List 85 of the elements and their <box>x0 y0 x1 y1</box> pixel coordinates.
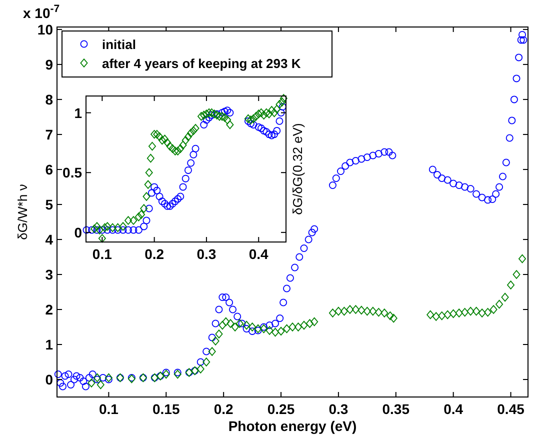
text: x 10$^{-7}$ <box>23 3 60 21</box>
x-tick-label: 0.45 <box>497 401 525 417</box>
point <box>104 226 112 234</box>
point <box>119 226 127 234</box>
point <box>268 132 276 140</box>
x-tick-label: 0.1 <box>92 246 112 262</box>
point <box>226 109 234 117</box>
point <box>270 130 278 138</box>
point <box>200 120 208 128</box>
point <box>190 150 198 158</box>
point <box>130 226 138 234</box>
point <box>182 174 190 182</box>
point <box>218 109 226 117</box>
point <box>148 189 156 197</box>
point <box>262 128 270 136</box>
x-tick-label: 0.15 <box>152 401 180 417</box>
x-tick-label: 0.3 <box>328 401 348 417</box>
y-tick-label: 6 <box>45 161 54 178</box>
point <box>134 226 142 234</box>
x-tick-label: 0.4 <box>444 401 464 417</box>
point <box>254 123 262 131</box>
y-tick-label: 10 <box>37 21 54 38</box>
point <box>174 195 182 203</box>
y-tick-label: 1 <box>45 336 54 352</box>
x-axis-title: Photon energy (eV) <box>228 418 357 434</box>
point <box>88 226 96 234</box>
x-tick-label: 0.3 <box>196 246 216 262</box>
point <box>205 114 213 122</box>
y-tick-label: 7 <box>45 126 54 142</box>
x-tick-label: 0.2 <box>214 401 234 417</box>
point <box>150 183 158 191</box>
y-tick-label: 5 <box>45 196 54 212</box>
point <box>273 126 281 134</box>
y-tick-label: 0 <box>45 372 54 388</box>
point <box>187 159 195 167</box>
point <box>153 186 161 194</box>
point <box>98 226 106 234</box>
point <box>171 198 179 206</box>
y-axis-title: δG/δG(0.32 eV) <box>290 123 305 215</box>
point <box>277 109 285 117</box>
x-tick-label: 0.2 <box>144 246 164 262</box>
x-tick-label: 0.35 <box>382 401 410 417</box>
point <box>142 216 150 224</box>
point <box>250 120 258 128</box>
point <box>158 198 166 206</box>
y-tick-label: 2 <box>45 301 54 318</box>
legend-label: initial <box>102 37 136 52</box>
point <box>265 130 273 138</box>
point <box>257 124 265 132</box>
point <box>140 222 148 230</box>
point <box>161 200 168 208</box>
y-tick-label: 9 <box>45 56 54 72</box>
point <box>108 226 116 234</box>
point <box>224 106 232 114</box>
y-axis-title: δG/W*h ν <box>15 184 30 240</box>
y-tick-label: 1 <box>74 104 82 121</box>
y-tick-label: 4 <box>45 231 54 248</box>
point <box>179 183 187 191</box>
point <box>184 166 192 174</box>
point <box>208 111 216 119</box>
point <box>276 117 284 125</box>
y-tick-label: 3 <box>45 266 54 282</box>
point <box>176 192 184 200</box>
y-tick-label: 0.5 <box>62 164 82 181</box>
point <box>260 126 268 134</box>
point <box>114 226 122 234</box>
point <box>192 144 200 152</box>
point <box>168 200 176 208</box>
point <box>220 108 228 116</box>
point <box>93 226 101 234</box>
point <box>202 116 210 124</box>
point <box>82 226 90 234</box>
x-tick-label: 0.25 <box>267 401 295 417</box>
legend-label: after 4 years of keeping at 293 K <box>102 56 302 71</box>
point <box>244 117 252 125</box>
x-tick-label: 0.1 <box>98 401 119 417</box>
point <box>124 226 132 234</box>
x-tick-label: 0.4 <box>248 246 269 262</box>
y-tick-label: 0 <box>74 224 82 240</box>
y-tick-label: 8 <box>45 91 54 108</box>
point <box>156 192 164 200</box>
point <box>166 202 174 210</box>
point <box>247 120 255 128</box>
point <box>164 202 172 210</box>
point <box>145 204 153 212</box>
